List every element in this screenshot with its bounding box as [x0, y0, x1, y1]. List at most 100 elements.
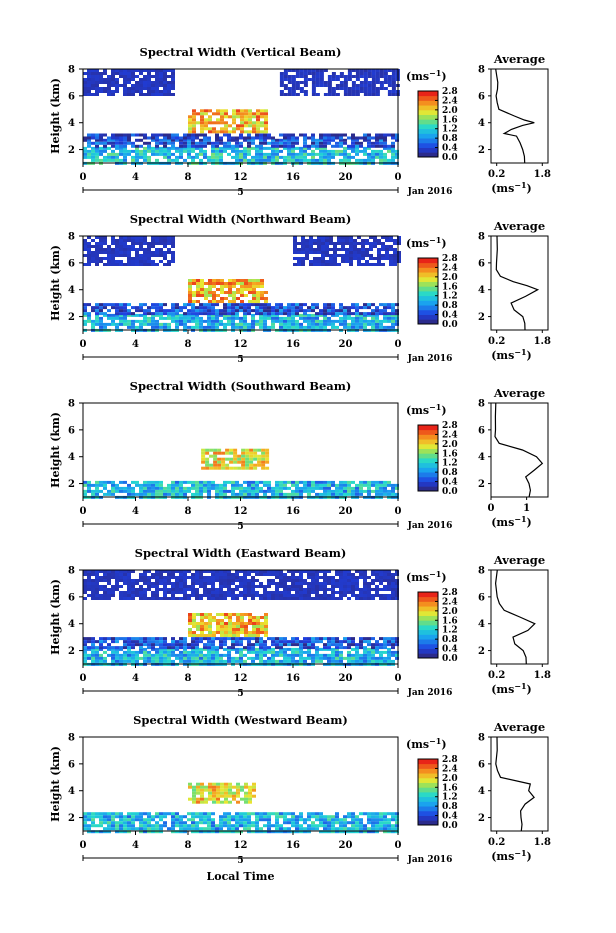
heatmap-cell: [243, 137, 247, 140]
heatmap-cell: [115, 90, 119, 93]
heatmap-cell: [219, 142, 223, 145]
heatmap-cell: [123, 245, 127, 248]
heatmap-cell: [363, 153, 367, 156]
heatmap-cell: [327, 594, 331, 597]
heatmap-cell: [393, 242, 397, 245]
heatmap-cell: [296, 84, 300, 87]
heatmap-cell: [271, 487, 275, 490]
heatmap-cell: [331, 579, 335, 582]
heatmap-cell: [347, 579, 351, 582]
heatmap-cell: [287, 812, 291, 815]
heatmap-cell: [383, 637, 387, 640]
heatmap-cell: [87, 254, 91, 257]
heatmap-cell: [191, 576, 195, 579]
panel-5: Spectral Width (Westward Beam)2468Height…: [49, 713, 551, 866]
heatmap-cell: [187, 824, 191, 827]
heatmap-cell: [367, 145, 371, 148]
heatmap-cell: [187, 643, 191, 646]
date-label: Jan 2016: [407, 688, 453, 698]
heatmap-cell: [367, 134, 371, 137]
heatmap-cell: [387, 150, 391, 153]
panel-title: Spectral Width (Northward Beam): [130, 212, 352, 226]
heatmap-cell: [267, 660, 271, 663]
heatmap-cell: [227, 651, 231, 654]
heatmap-cell: [175, 490, 179, 493]
heatmap-cell: [335, 654, 339, 657]
heatmap-cell: [299, 323, 303, 326]
heatmap-cell: [232, 634, 236, 637]
heatmap-cell: [311, 142, 315, 145]
heatmap-cell: [255, 490, 259, 493]
heatmap-cell: [219, 576, 223, 579]
heatmap-cell: [211, 484, 215, 487]
heatmap-cell: [319, 484, 323, 487]
heatmap-cell: [325, 242, 329, 245]
heatmap-cell: [179, 142, 183, 145]
heatmap-cell: [147, 78, 151, 81]
heatmap-cell: [359, 812, 363, 815]
heatmap-cell: [381, 254, 385, 257]
heatmap-cell: [215, 320, 219, 323]
heatmap-cell: [107, 84, 111, 87]
heatmap-cell: [355, 493, 359, 496]
heatmap-cell: [363, 640, 367, 643]
heatmap-cell: [192, 282, 196, 285]
heatmap-cell: [91, 326, 95, 329]
heatmap-cell: [123, 654, 127, 657]
heatmap-cell: [359, 594, 363, 597]
heatmap-cell: [247, 640, 251, 643]
heatmap-cell: [385, 251, 389, 254]
heatmap-cell: [321, 260, 325, 263]
heatmap-cell: [143, 320, 147, 323]
heatmap-cell: [315, 812, 319, 815]
heatmap-cell: [127, 815, 131, 818]
heatmap-cell: [205, 458, 209, 461]
heatmap-cell: [325, 251, 329, 254]
heatmap-cell: [143, 490, 147, 493]
heatmap-cell: [295, 481, 299, 484]
heatmap-cell: [259, 812, 263, 815]
heatmap-cell: [163, 487, 167, 490]
heatmap-cell: [379, 657, 383, 660]
average-frame: [491, 403, 548, 497]
heatmap-cell: [311, 576, 315, 579]
heatmap-cell: [175, 484, 179, 487]
heatmap-cell: [275, 643, 279, 646]
heatmap-cell: [115, 245, 119, 248]
heatmap-cell: [259, 594, 263, 597]
heatmap-cell: [267, 487, 271, 490]
heatmap-cell: [261, 449, 265, 452]
heatmap-cell: [131, 643, 135, 646]
heatmap-cell: [143, 78, 147, 81]
heatmap-cell: [283, 594, 287, 597]
heatmap-cell: [275, 576, 279, 579]
colorbar-tick-label: 1.6: [442, 449, 458, 459]
heatmap-cell: [232, 628, 236, 631]
heatmap-cell: [379, 150, 383, 153]
heatmap-cell: [205, 452, 209, 455]
heatmap-cell: [311, 643, 315, 646]
heatmap-cell: [219, 824, 223, 827]
heatmap-cell: [163, 317, 167, 320]
heatmap-cell: [203, 145, 207, 148]
heatmap-cell: [147, 815, 151, 818]
heatmap-cell: [253, 467, 257, 470]
heatmap-cell: [327, 303, 331, 306]
heatmap-cell: [95, 153, 99, 156]
heatmap-cell: [375, 588, 379, 591]
heatmap-cell: [375, 320, 379, 323]
heatmap-cell: [239, 320, 243, 323]
heatmap-cell: [235, 323, 239, 326]
heatmap-cell: [371, 815, 375, 818]
heatmap-cell: [207, 312, 211, 315]
heatmap-cell: [211, 643, 215, 646]
heatmap-cell: [243, 159, 247, 162]
heatmap-cell: [231, 657, 235, 660]
heatmap-cell: [212, 297, 216, 300]
heatmap-cell: [223, 821, 227, 824]
heatmap-cell: [344, 93, 348, 96]
heatmap-cell: [115, 573, 119, 576]
heatmap-cell: [192, 109, 196, 112]
heatmap-cell: [271, 317, 275, 320]
heatmap-cell: [212, 631, 216, 634]
